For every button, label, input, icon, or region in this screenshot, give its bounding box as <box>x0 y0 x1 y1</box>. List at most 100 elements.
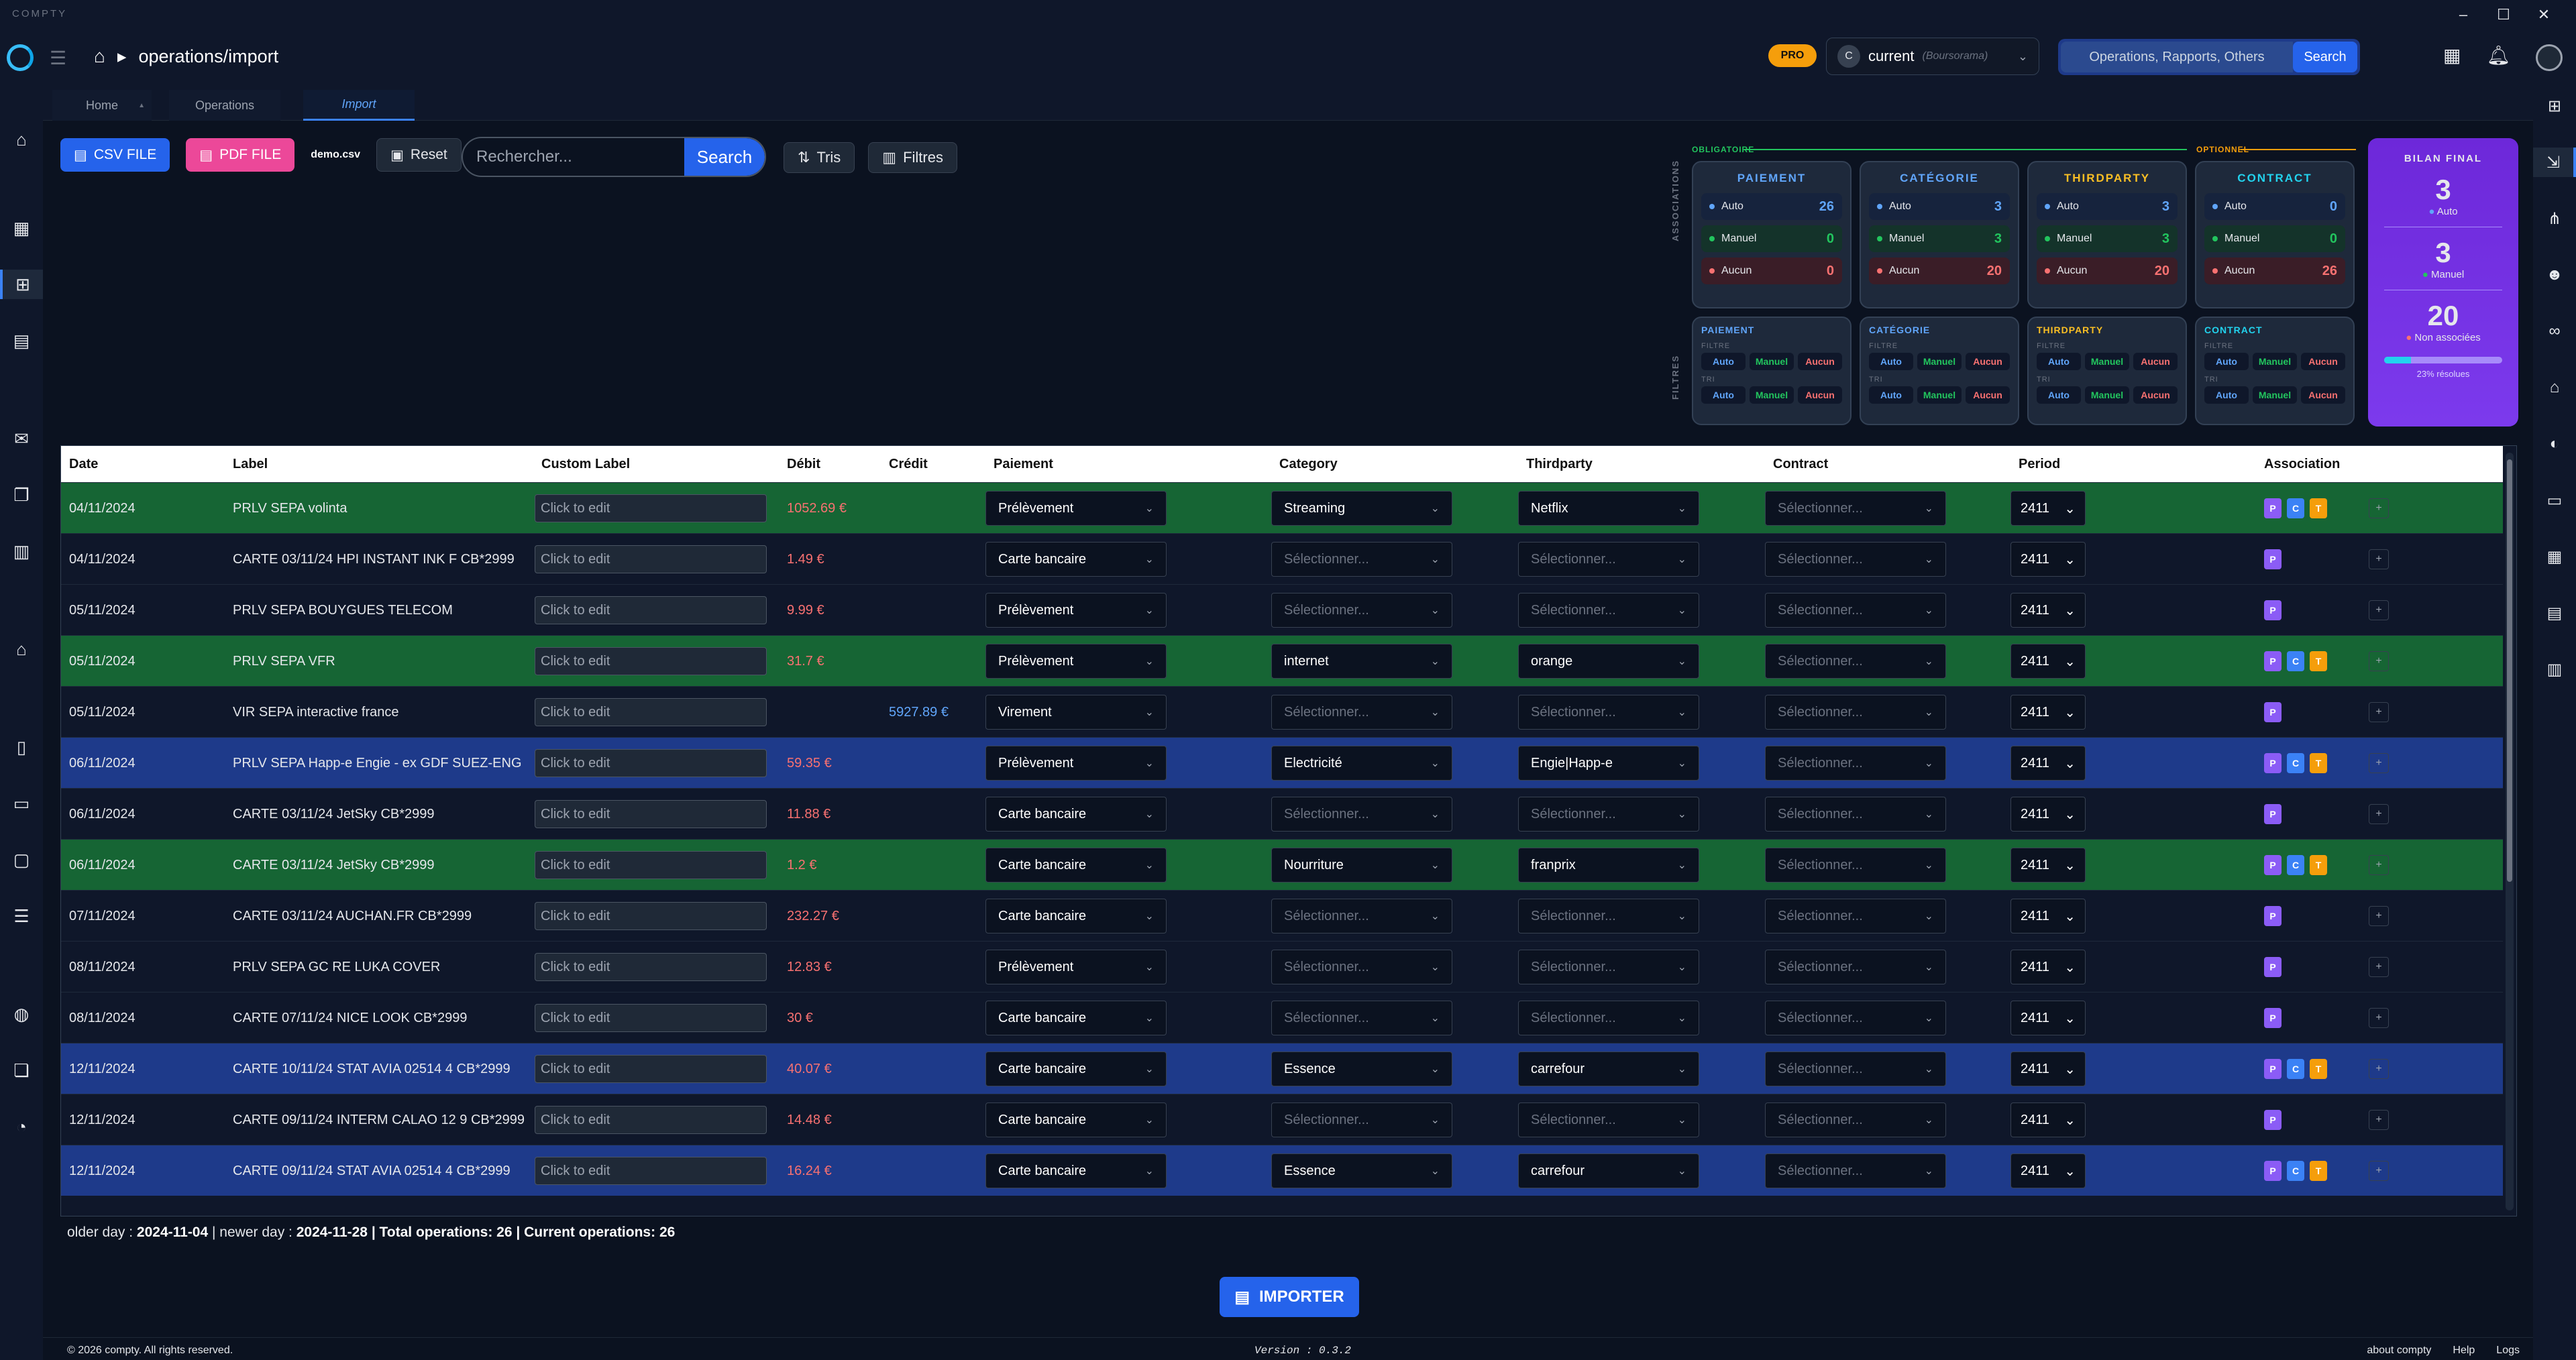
column-header[interactable]: Crédit <box>889 457 928 471</box>
filter-chip-manuel[interactable]: Manuel <box>1917 386 1962 404</box>
add-association-button[interactable]: + <box>2369 753 2389 773</box>
column-header[interactable]: Thirdparty <box>1526 457 1593 471</box>
select-field[interactable]: Prélèvement ⌄ <box>985 593 1167 628</box>
filter-chip-auto[interactable]: Auto <box>1701 386 1746 404</box>
table-search-button[interactable]: Search <box>684 138 765 176</box>
table-row[interactable]: 12/11/2024 CARTE 10/11/24 STAT AVIA 02514… <box>61 1043 2503 1094</box>
wallet-icon[interactable]: ▭ <box>2546 491 2563 510</box>
select-field[interactable]: Sélectionner... ⌄ <box>1765 542 1946 577</box>
scrollbar-thumb[interactable] <box>2507 459 2512 882</box>
select-field[interactable]: Sélectionner... ⌄ <box>1271 950 1452 984</box>
table-row[interactable]: 04/11/2024 PRLV SEPA volinta Click to edit… <box>61 482 2503 533</box>
global-search-input[interactable]: Operations, Rapports, Others <box>2061 42 2293 72</box>
grid-icon[interactable]: ⊞ <box>0 270 43 299</box>
note-icon[interactable]: ▢ <box>13 849 30 870</box>
select-field[interactable]: Engie|Happ-e ⌄ <box>1518 746 1699 781</box>
select-field[interactable]: Sélectionner... ⌄ <box>1765 1052 1946 1086</box>
filter-chip-manuel[interactable]: Manuel <box>2085 353 2129 370</box>
table-row[interactable]: 12/11/2024 CARTE 09/11/24 STAT AVIA 02514… <box>61 1145 2503 1196</box>
custom-label-input[interactable]: Click to edit <box>535 1157 767 1185</box>
home-icon[interactable]: ⌂ <box>94 46 105 66</box>
custom-label-input[interactable]: Click to edit <box>535 749 767 777</box>
account-selector[interactable]: C current (Boursorama) ⌄ <box>1826 38 2039 75</box>
filter-chip-manuel[interactable]: Manuel <box>1750 386 1794 404</box>
table-search-input[interactable] <box>463 148 684 166</box>
table-row[interactable]: 08/11/2024 CARTE 07/11/24 NICE LOOK CB*29… <box>61 992 2503 1043</box>
filter-chip-aucun[interactable]: Aucun <box>2133 353 2178 370</box>
pin-icon[interactable]: ▲ <box>138 102 145 109</box>
table-row[interactable]: 05/11/2024 PRLV SEPA BOUYGUES TELECOM Clic… <box>61 584 2503 635</box>
gauge-icon[interactable]: ◐ <box>2549 435 2560 453</box>
house-settings-icon[interactable]: ⌂ <box>16 638 27 659</box>
column-header[interactable]: Category <box>1279 457 1338 471</box>
users-icon[interactable]: ☻ <box>2546 266 2563 284</box>
filter-chip-auto[interactable]: Auto <box>2204 386 2249 404</box>
palette-icon[interactable]: ◔ <box>16 1116 27 1137</box>
filter-chip-manuel[interactable]: Manuel <box>1917 353 1962 370</box>
add-association-button[interactable]: + <box>2369 498 2389 518</box>
select-field[interactable]: Sélectionner... ⌄ <box>1765 797 1946 832</box>
footer-link-about[interactable]: about compty <box>2367 1345 2432 1356</box>
import-icon[interactable]: ⇲ <box>2533 148 2576 177</box>
add-association-button[interactable]: + <box>2369 957 2389 977</box>
select-field[interactable]: carrefour ⌄ <box>1518 1052 1699 1086</box>
column-header[interactable]: Label <box>233 457 268 471</box>
reset-button[interactable]: ▣ Reset <box>376 138 462 172</box>
select-field[interactable]: Prélèvement ⌄ <box>985 644 1167 679</box>
select-field[interactable]: Sélectionner... ⌄ <box>1765 593 1946 628</box>
filter-chip-manuel[interactable]: Manuel <box>2253 386 2297 404</box>
home-nav-icon[interactable]: ⌂ <box>16 129 27 150</box>
period-select[interactable]: 2411 ⌄ <box>2010 1153 2086 1188</box>
table-row[interactable]: 05/11/2024 VIR SEPA interactive france Cli… <box>61 686 2503 737</box>
select-field[interactable]: Sélectionner... ⌄ <box>1271 593 1452 628</box>
select-field[interactable]: Essence ⌄ <box>1271 1153 1452 1188</box>
footer-link-logs[interactable]: Logs <box>2496 1345 2520 1356</box>
calculator-icon[interactable]: ▦ <box>2443 45 2461 66</box>
select-field[interactable]: franprix ⌄ <box>1518 848 1699 883</box>
table-row[interactable]: 06/11/2024 PRLV SEPA Happ-e Engie - ex GD… <box>61 737 2503 788</box>
select-field[interactable]: Nourriture ⌄ <box>1271 848 1452 883</box>
filter-chip-aucun[interactable]: Aucun <box>1798 386 1842 404</box>
select-field[interactable]: Carte bancaire ⌄ <box>985 899 1167 933</box>
add-association-button[interactable]: + <box>2369 702 2389 722</box>
dashboard-icon[interactable]: ▦ <box>13 217 30 238</box>
select-field[interactable]: Sélectionner... ⌄ <box>1518 1102 1699 1137</box>
select-field[interactable]: Sélectionner... ⌄ <box>1271 695 1452 730</box>
table-row[interactable]: 06/11/2024 CARTE 03/11/24 JetSky CB*2999 C… <box>61 839 2503 890</box>
table-row[interactable]: 06/11/2024 CARTE 03/11/24 JetSky CB*2999 C… <box>61 788 2503 839</box>
filter-chip-aucun[interactable]: Aucun <box>1966 386 2010 404</box>
book-icon[interactable]: ▥ <box>13 541 30 561</box>
select-field[interactable]: Virement ⌄ <box>985 695 1167 730</box>
period-select[interactable]: 2411 ⌄ <box>2010 797 2086 832</box>
filter-chip-auto[interactable]: Auto <box>1869 386 1913 404</box>
select-field[interactable]: Carte bancaire ⌄ <box>985 542 1167 577</box>
card-icon[interactable]: ▭ <box>13 793 30 813</box>
select-field[interactable]: Sélectionner... ⌄ <box>1271 1102 1452 1137</box>
custom-label-input[interactable]: Click to edit <box>535 647 767 675</box>
select-field[interactable]: Sélectionner... ⌄ <box>1765 746 1946 781</box>
custom-label-input[interactable]: Click to edit <box>535 1106 767 1134</box>
select-field[interactable]: Carte bancaire ⌄ <box>985 797 1167 832</box>
select-field[interactable]: Electricité ⌄ <box>1271 746 1452 781</box>
add-association-button[interactable]: + <box>2369 600 2389 620</box>
menu-icon[interactable]: ☰ <box>50 48 67 68</box>
table-row[interactable]: 07/11/2024 CARTE 03/11/24 AUCHAN.FR CB*29… <box>61 890 2503 941</box>
files-icon[interactable]: ❐ <box>13 484 30 505</box>
select-field[interactable]: Sélectionner... ⌄ <box>1765 491 1946 526</box>
filter-chip-aucun[interactable]: Aucun <box>2301 386 2345 404</box>
column-header[interactable]: Date <box>69 457 99 471</box>
tab-operations[interactable]: Operations <box>169 90 280 121</box>
filter-chip-aucun[interactable]: Aucun <box>2301 353 2345 370</box>
hierarchy-icon[interactable]: ⋔ <box>2547 209 2562 228</box>
select-field[interactable]: Carte bancaire ⌄ <box>985 1001 1167 1035</box>
custom-label-input[interactable]: Click to edit <box>535 1055 767 1083</box>
mail-icon[interactable]: ✉ <box>14 428 29 449</box>
column-header[interactable]: Custom Label <box>541 457 631 471</box>
table-row[interactable]: 12/11/2024 CARTE 09/11/24 INTERM CALAO 12… <box>61 1094 2503 1145</box>
select-field[interactable]: Sélectionner... ⌄ <box>1518 542 1699 577</box>
period-select[interactable]: 2411 ⌄ <box>2010 746 2086 781</box>
pages-icon[interactable]: ▯ <box>16 736 27 757</box>
global-search-button[interactable]: Search <box>2293 42 2357 72</box>
select-field[interactable]: Sélectionner... ⌄ <box>1271 899 1452 933</box>
select-field[interactable]: internet ⌄ <box>1271 644 1452 679</box>
